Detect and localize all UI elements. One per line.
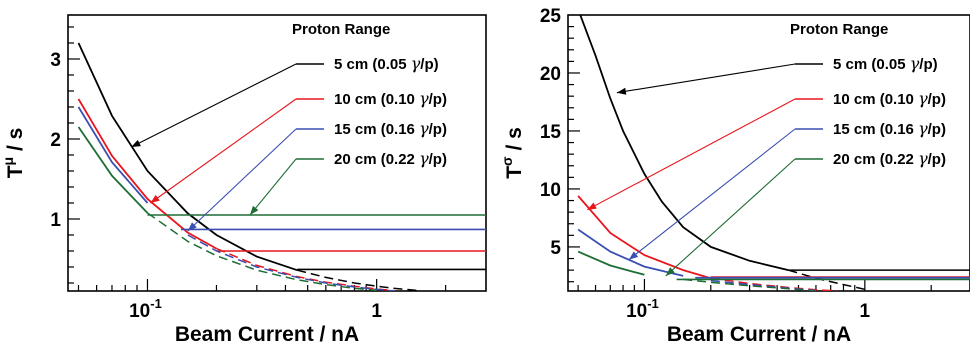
legend-title: Proton Range: [790, 21, 888, 38]
plot-area: [577, 15, 970, 291]
series-curve-extension-4: [683, 278, 816, 291]
annotation-arrowhead-1: [616, 87, 627, 95]
series-curve-1: [579, 15, 789, 271]
annotation-arrowhead-2: [587, 202, 597, 210]
plot-frame: [567, 14, 970, 292]
annotation-arrow-2: [586, 98, 796, 211]
legend-label-1: 5 cm (0.05 γ/p): [334, 54, 439, 73]
x-tick-label: 10-1: [129, 296, 162, 322]
series-curve-extension-1: [297, 269, 418, 291]
series-curve-extension-2: [216, 247, 395, 291]
annotation-arrow-1: [131, 63, 297, 148]
y-tick-label: 15: [540, 122, 562, 143]
x-tick-label: 1: [371, 301, 382, 322]
series-curve-2: [77, 98, 217, 250]
chart-panel-1: 10-1 1 1 2 3 Beam Current / nA Tμ / s Proton Ra…: [0, 14, 487, 346]
x-axis-label: Beam Current / nA: [667, 323, 851, 346]
legend-label-3: 15 cm (0.16 γ/p): [334, 119, 447, 138]
legend-label-2: 10 cm (0.10 γ/p): [833, 89, 946, 108]
annotation-arrowhead-1: [131, 139, 141, 147]
series-curve-extension-3: [187, 234, 395, 291]
y-tick-label: 25: [540, 6, 562, 27]
annotation-arrowhead-4: [249, 205, 259, 215]
series-curve-4: [77, 126, 149, 214]
legend-label-1: 5 cm (0.05 γ/p): [833, 54, 938, 73]
x-tick-label: 1: [860, 301, 871, 322]
annotation-arrow-3: [628, 128, 796, 261]
y-tick-label: 3: [50, 50, 61, 71]
x-axis-label: Beam Current / nA: [175, 323, 359, 346]
series-curve-3: [77, 106, 149, 204]
plot-area: [77, 42, 486, 291]
annotation-arrowhead-2: [150, 194, 160, 203]
y-tick-label: 10: [540, 180, 561, 201]
y-tick-label: 20: [540, 64, 561, 85]
legend-label-4: 20 cm (0.22 γ/p): [334, 149, 447, 168]
series-curve-1: [77, 42, 298, 272]
series-curve-extension-1: [788, 269, 865, 291]
annotation-arrow-2: [150, 98, 297, 204]
series-curve-4: [577, 250, 645, 276]
annotation-arrow-1: [616, 63, 796, 94]
annotation-arrowhead-3: [628, 251, 639, 260]
y-axis-label: Tμ / s: [0, 128, 27, 179]
y-tick-label: 1: [50, 210, 61, 231]
annotation-arrow-3: [187, 128, 297, 232]
annotation-arrowhead-4: [665, 267, 675, 276]
legend-label-3: 15 cm (0.16 γ/p): [833, 119, 946, 138]
legend-label-4: 20 cm (0.22 γ/p): [833, 149, 946, 168]
x-tick-label: 10-1: [626, 296, 659, 322]
series-curve-3: [577, 228, 684, 277]
y-tick-label: 2: [50, 130, 61, 151]
series-curve-2: [577, 195, 712, 280]
y-axis-label: Tσ / s: [499, 127, 526, 179]
plot-frame: [67, 14, 487, 292]
legend-label-2: 10 cm (0.10 γ/p): [334, 89, 447, 108]
annotation-arrowhead-3: [187, 222, 197, 231]
annotation-arrow-4: [249, 158, 297, 216]
y-tick-label: 5: [550, 238, 561, 259]
series-curve-extension-4: [147, 212, 377, 291]
annotation-arrow-4: [665, 158, 796, 277]
legend-title: Proton Range: [292, 21, 390, 38]
